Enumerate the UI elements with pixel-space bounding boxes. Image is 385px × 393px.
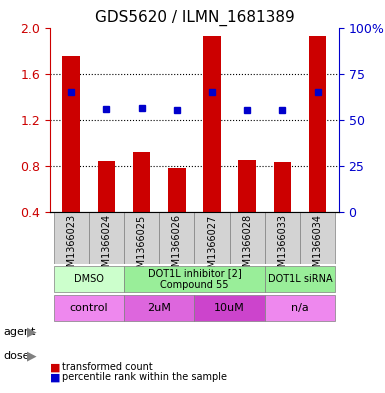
Bar	[203, 36, 221, 212]
FancyBboxPatch shape	[300, 212, 335, 264]
FancyBboxPatch shape	[124, 212, 159, 264]
Bar	[62, 56, 80, 212]
Bar	[274, 162, 291, 212]
Text: n/a: n/a	[291, 303, 309, 313]
Text: GSM1366033: GSM1366033	[278, 214, 288, 279]
Bar	[168, 168, 186, 212]
Bar	[133, 152, 151, 212]
Text: ▶: ▶	[27, 325, 37, 339]
FancyBboxPatch shape	[265, 295, 335, 321]
Title: GDS5620 / ILMN_1681389: GDS5620 / ILMN_1681389	[95, 10, 294, 26]
Text: GSM1366023: GSM1366023	[66, 214, 76, 279]
FancyBboxPatch shape	[89, 212, 124, 264]
Text: GSM1366027: GSM1366027	[207, 214, 217, 279]
Bar	[309, 36, 326, 212]
FancyBboxPatch shape	[265, 266, 335, 292]
FancyBboxPatch shape	[229, 212, 265, 264]
Bar	[97, 161, 115, 212]
Text: GSM1366028: GSM1366028	[242, 214, 252, 279]
Text: GSM1366024: GSM1366024	[101, 214, 111, 279]
Text: percentile rank within the sample: percentile rank within the sample	[62, 372, 227, 382]
FancyBboxPatch shape	[54, 295, 124, 321]
Text: GSM1366034: GSM1366034	[313, 214, 323, 279]
FancyBboxPatch shape	[54, 212, 89, 264]
Text: GSM1366025: GSM1366025	[137, 214, 147, 279]
FancyBboxPatch shape	[159, 212, 194, 264]
Text: DOT1L inhibitor [2]
Compound 55: DOT1L inhibitor [2] Compound 55	[147, 268, 241, 290]
FancyBboxPatch shape	[124, 266, 265, 292]
Text: 10uM: 10uM	[214, 303, 245, 313]
Bar	[238, 160, 256, 212]
Text: transformed count: transformed count	[62, 362, 152, 373]
Text: 2uM: 2uM	[147, 303, 171, 313]
FancyBboxPatch shape	[124, 295, 194, 321]
Text: dose: dose	[4, 351, 30, 361]
Text: DMSO: DMSO	[74, 274, 104, 284]
Text: ▶: ▶	[27, 349, 37, 362]
Text: control: control	[69, 303, 108, 313]
Text: DOT1L siRNA: DOT1L siRNA	[268, 274, 332, 284]
Text: agent: agent	[4, 327, 36, 337]
FancyBboxPatch shape	[194, 212, 229, 264]
Text: ■: ■	[50, 372, 60, 382]
Text: ■: ■	[50, 362, 60, 373]
FancyBboxPatch shape	[54, 266, 124, 292]
FancyBboxPatch shape	[194, 295, 265, 321]
FancyBboxPatch shape	[265, 212, 300, 264]
Text: GSM1366026: GSM1366026	[172, 214, 182, 279]
